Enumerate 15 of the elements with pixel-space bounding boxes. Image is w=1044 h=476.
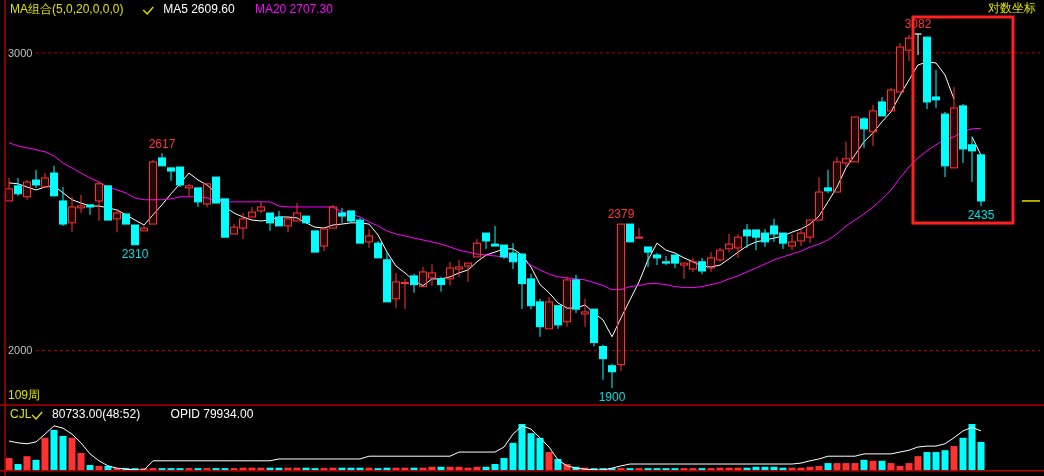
text: 对数坐标 [988,1,1036,15]
annotation: 109周 [8,388,41,402]
annotation: 1900 [598,390,626,405]
annotation: 2379 [607,207,635,222]
annotation: 2617 [148,137,176,152]
y-tick-label: 3000 [8,46,33,59]
chart-title: MA组合(5,0,20,0,0,0) [10,2,124,16]
text: OPID 79934.00 [170,407,254,421]
text: MA20 2707.30 [254,2,334,16]
text: 80733.00(48:52) [52,407,141,421]
text: MA5 2609.60 [163,2,235,16]
annotation: 2310 [121,246,149,261]
chart-title: CJL [10,407,32,421]
annotation: 2435 [967,208,995,223]
y-tick-label: 2000 [8,344,33,357]
